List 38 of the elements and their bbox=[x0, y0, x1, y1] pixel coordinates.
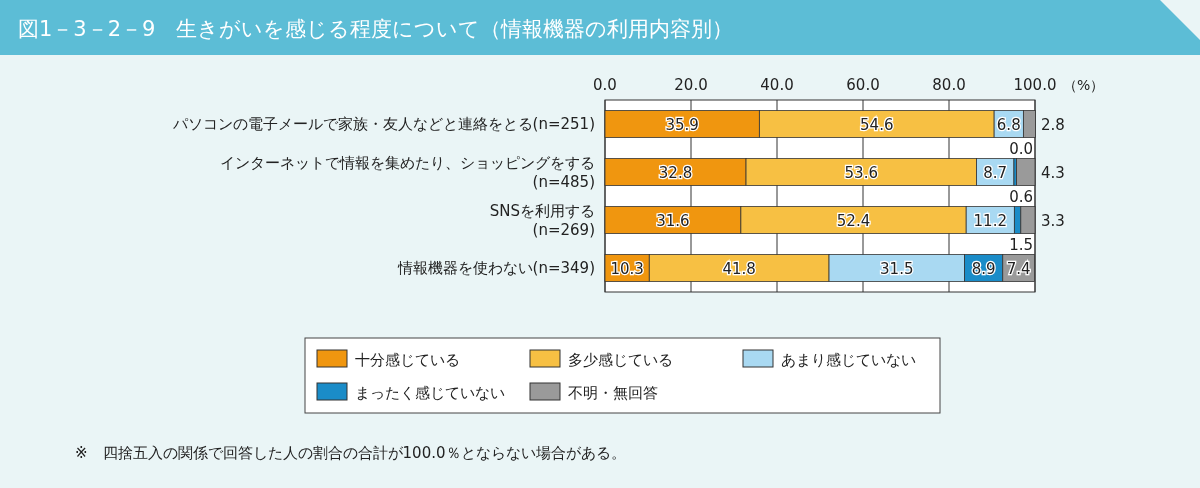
data-label: 31.5 bbox=[880, 260, 914, 278]
legend-label: あまり感じていない bbox=[781, 351, 916, 369]
x-tick-label: 0.0 bbox=[593, 76, 617, 94]
data-label: 0.0 bbox=[1009, 139, 1033, 158]
x-tick-label: 80.0 bbox=[932, 76, 966, 94]
data-label: 53.6 bbox=[844, 164, 878, 182]
data-label: 8.7 bbox=[983, 164, 1008, 182]
data-label: 10.3 bbox=[610, 260, 644, 278]
y-tick-label: インターネットで情報を集めたり、ショッピングをする (n=485) bbox=[220, 153, 595, 191]
legend-label: 不明・無回答 bbox=[568, 384, 658, 402]
data-label: 2.8 bbox=[1041, 116, 1065, 134]
data-label: 32.8 bbox=[658, 164, 693, 182]
y-tick-label: SNSを利用する (n=269) bbox=[489, 201, 595, 239]
y-tick-label: 情報機器を使わない(n=349) bbox=[396, 259, 595, 277]
data-label: 31.6 bbox=[656, 212, 690, 230]
text: ※ 四捨五入の関係で回答した人の割合の合計が100.0％とならない場合がある。 bbox=[75, 444, 626, 462]
data-label: 41.8 bbox=[722, 260, 756, 278]
y-tick-label: パソコンの電子メールで家族・友人などと連絡をとる(n=251) bbox=[171, 115, 595, 133]
data-label: 4.3 bbox=[1041, 164, 1065, 182]
data-label: 6.8 bbox=[996, 116, 1021, 134]
text: 図1－3－2－9 生きがいを感じる程度について（情報機器の利用内容別） bbox=[18, 17, 734, 41]
x-tick-label: 20.0 bbox=[674, 76, 708, 94]
data-label: 1.5 bbox=[1009, 235, 1033, 254]
legend-label: まったく感じていない bbox=[355, 384, 505, 402]
data-label: 11.2 bbox=[973, 212, 1007, 230]
legend-label: 十分感じている bbox=[355, 351, 460, 369]
data-label: 7.4 bbox=[1006, 260, 1031, 278]
data-label: 35.9 bbox=[665, 116, 699, 134]
x-axis-title: （%） bbox=[1063, 77, 1105, 93]
data-label: 52.4 bbox=[836, 212, 871, 230]
data-label: 3.3 bbox=[1041, 212, 1065, 230]
legend-label: 多少感じている bbox=[568, 351, 673, 369]
x-tick-label: 60.0 bbox=[846, 76, 880, 94]
data-label: 54.6 bbox=[860, 116, 894, 134]
x-tick-label: 100.0 bbox=[1013, 76, 1057, 94]
data-label: 0.6 bbox=[1009, 187, 1033, 206]
data-label: 8.9 bbox=[971, 260, 996, 278]
x-tick-label: 40.0 bbox=[760, 76, 794, 94]
